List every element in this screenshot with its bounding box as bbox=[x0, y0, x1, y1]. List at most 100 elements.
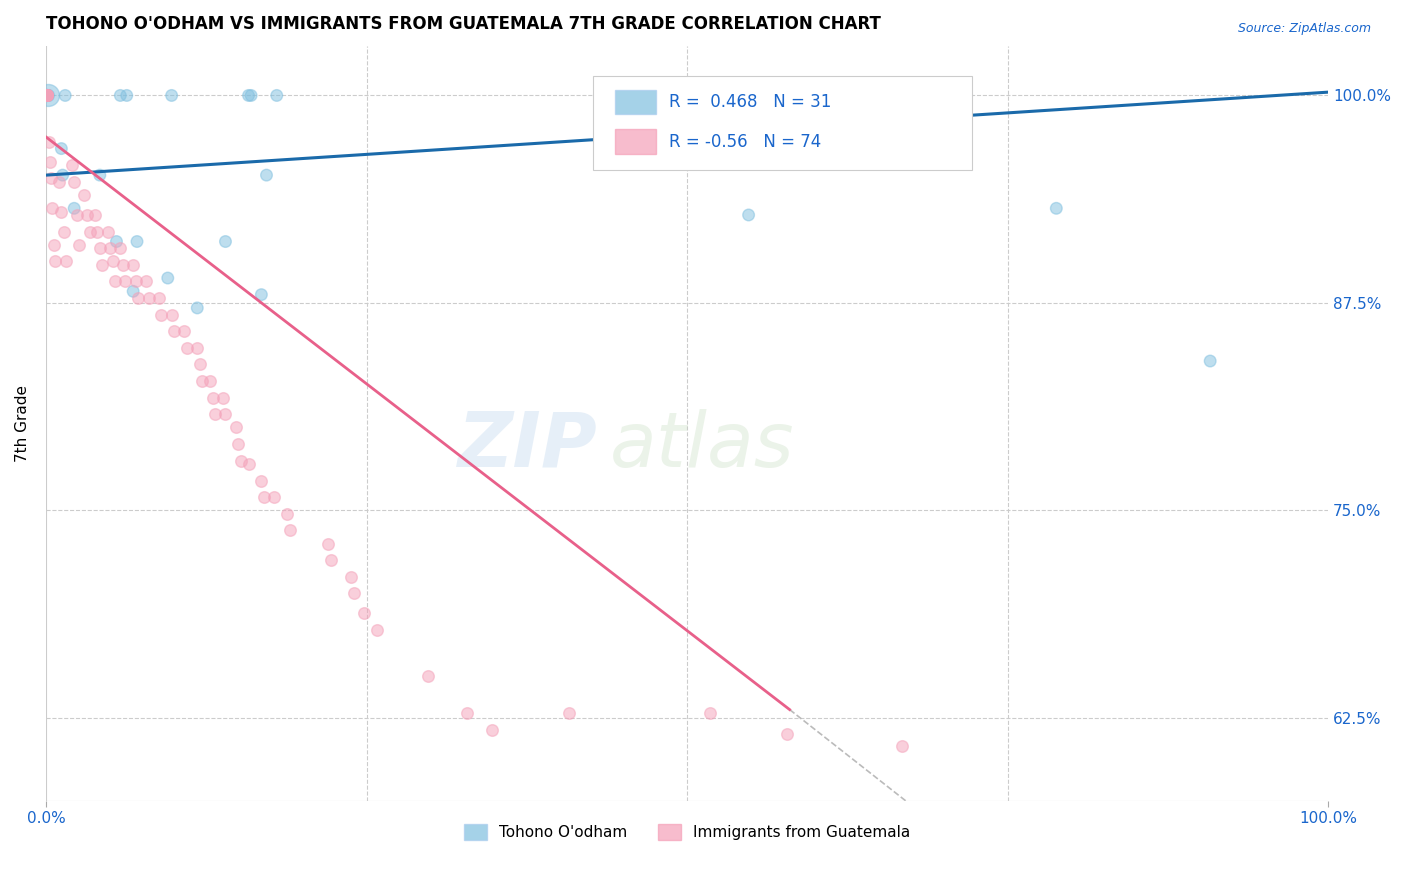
Point bbox=[1199, 354, 1222, 368]
Point bbox=[955, 88, 977, 103]
Point bbox=[63, 175, 86, 189]
Point bbox=[229, 453, 252, 467]
Point bbox=[41, 202, 63, 216]
Point bbox=[353, 607, 375, 621]
Point bbox=[63, 202, 86, 216]
Point bbox=[52, 168, 75, 182]
Point bbox=[37, 88, 59, 103]
Point bbox=[101, 254, 124, 268]
Point bbox=[340, 570, 363, 584]
Text: Source: ZipAtlas.com: Source: ZipAtlas.com bbox=[1237, 22, 1371, 36]
FancyBboxPatch shape bbox=[593, 76, 972, 170]
Point bbox=[160, 308, 183, 322]
Point bbox=[89, 168, 111, 182]
Text: atlas: atlas bbox=[610, 409, 794, 483]
Y-axis label: 7th Grade: 7th Grade bbox=[15, 384, 30, 462]
Point bbox=[37, 88, 59, 103]
Point bbox=[250, 474, 273, 488]
Point bbox=[67, 237, 90, 252]
Point bbox=[38, 88, 60, 103]
Point bbox=[83, 208, 105, 222]
Point bbox=[79, 225, 101, 239]
Point bbox=[176, 341, 198, 355]
Point bbox=[226, 437, 249, 451]
Point bbox=[238, 457, 260, 471]
Point bbox=[37, 88, 59, 103]
Point bbox=[91, 258, 114, 272]
Point bbox=[60, 158, 83, 172]
Point bbox=[186, 341, 208, 355]
Point bbox=[278, 524, 301, 538]
Point bbox=[66, 208, 89, 222]
Point bbox=[42, 237, 65, 252]
Point bbox=[110, 241, 132, 255]
Point bbox=[160, 88, 183, 103]
Point bbox=[212, 391, 235, 405]
Point bbox=[319, 553, 342, 567]
Point bbox=[366, 623, 388, 637]
Point bbox=[737, 208, 759, 222]
Point bbox=[316, 536, 339, 550]
Point bbox=[44, 254, 66, 268]
Point bbox=[198, 374, 221, 388]
Point bbox=[156, 271, 179, 285]
Legend: Tohono O'odham, Immigrants from Guatemala: Tohono O'odham, Immigrants from Guatemal… bbox=[458, 818, 917, 847]
Point bbox=[191, 374, 214, 388]
Point bbox=[53, 88, 76, 103]
Point bbox=[111, 258, 134, 272]
Point bbox=[38, 135, 60, 149]
Point bbox=[115, 88, 138, 103]
Point bbox=[37, 88, 59, 103]
Point bbox=[114, 274, 136, 288]
Point bbox=[48, 175, 70, 189]
Point bbox=[263, 490, 285, 504]
Point bbox=[1045, 202, 1067, 216]
Point bbox=[776, 727, 799, 741]
Point bbox=[122, 258, 145, 272]
Point bbox=[830, 88, 852, 103]
Point bbox=[558, 706, 581, 720]
FancyBboxPatch shape bbox=[616, 90, 657, 114]
Point bbox=[891, 154, 914, 169]
Point bbox=[240, 88, 263, 103]
Point bbox=[253, 490, 276, 504]
Point bbox=[76, 208, 98, 222]
Point bbox=[204, 407, 226, 421]
Point bbox=[225, 420, 247, 434]
FancyBboxPatch shape bbox=[616, 129, 657, 153]
Point bbox=[150, 308, 173, 322]
Point bbox=[37, 88, 59, 103]
Point bbox=[138, 291, 160, 305]
Point bbox=[38, 154, 60, 169]
Point bbox=[37, 88, 59, 103]
Text: TOHONO O'ODHAM VS IMMIGRANTS FROM GUATEMALA 7TH GRADE CORRELATION CHART: TOHONO O'ODHAM VS IMMIGRANTS FROM GUATEM… bbox=[46, 15, 880, 33]
Point bbox=[456, 706, 478, 720]
Point bbox=[125, 274, 148, 288]
Point bbox=[214, 407, 236, 421]
Point bbox=[96, 225, 118, 239]
Point bbox=[38, 88, 60, 103]
Point bbox=[416, 669, 439, 683]
Point bbox=[238, 88, 260, 103]
Point bbox=[98, 241, 121, 255]
Point bbox=[250, 287, 273, 301]
Text: ZIP: ZIP bbox=[457, 409, 598, 483]
Point bbox=[699, 706, 721, 720]
Point bbox=[122, 285, 145, 299]
Point bbox=[39, 171, 62, 186]
Point bbox=[186, 301, 208, 315]
Point bbox=[135, 274, 157, 288]
Point bbox=[127, 291, 149, 305]
Text: R = -0.56   N = 74: R = -0.56 N = 74 bbox=[669, 133, 821, 151]
Point bbox=[73, 188, 96, 202]
Point bbox=[891, 739, 914, 753]
Point bbox=[37, 88, 59, 103]
Point bbox=[276, 507, 298, 521]
Point bbox=[52, 225, 75, 239]
Point bbox=[148, 291, 170, 305]
Point bbox=[125, 235, 148, 249]
Point bbox=[214, 235, 236, 249]
Point bbox=[343, 586, 366, 600]
Point bbox=[188, 357, 211, 371]
Point bbox=[37, 88, 59, 103]
